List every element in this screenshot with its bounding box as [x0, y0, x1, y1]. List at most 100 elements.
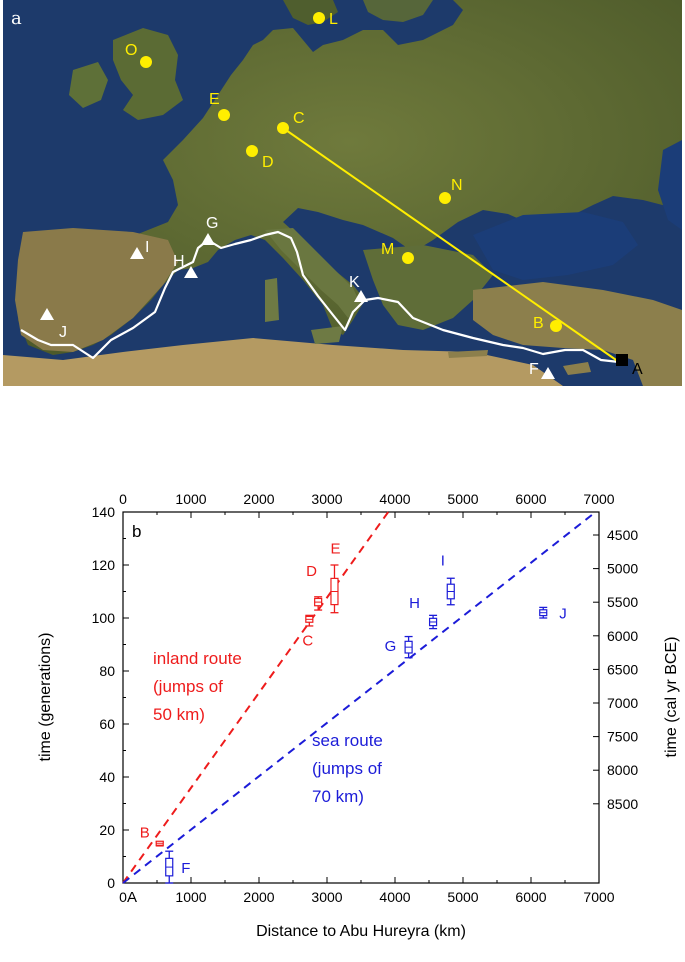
site-marker-circle [218, 109, 230, 121]
x-axis-bottom: 0 1000 2000 3000 4000 5000 6000 7000 [119, 877, 615, 905]
point-label: D [306, 563, 317, 580]
site-marker-square [616, 354, 628, 366]
site-label: M [381, 241, 394, 258]
point-label: F [181, 860, 190, 877]
x-tick-label: 2000 [243, 889, 274, 905]
site-label: A [632, 361, 643, 378]
sicily [311, 326, 343, 344]
inland-fit-line [122, 511, 390, 884]
site-label: E [209, 91, 220, 108]
point-label: J [559, 606, 567, 623]
map-site-K: K [349, 274, 368, 302]
y2-tick-label: 8500 [607, 796, 638, 812]
x-top-tick-label: 1000 [175, 491, 206, 507]
point-label: C [302, 632, 313, 649]
land-britain [113, 28, 183, 120]
site-marker-circle [277, 122, 289, 134]
map-site-G: G [201, 215, 218, 245]
y2-tick-label: 5000 [607, 561, 638, 577]
y-axis-left: 0 20 40 60 80 100 120 140 [92, 504, 129, 891]
site-marker-triangle [130, 247, 144, 259]
data-point-D: D [306, 563, 323, 611]
y-tick-label: 140 [92, 504, 116, 520]
black-sea [473, 212, 638, 280]
y2-tick-label: 7000 [607, 695, 638, 711]
site-marker-circle [550, 320, 562, 332]
y-tick-label: 20 [99, 822, 115, 838]
map-site-H: H [173, 253, 198, 278]
x-top-tick-label: 0 [119, 491, 127, 507]
site-marker-circle [402, 252, 414, 264]
data-point-F: F [165, 850, 190, 884]
y-tick-label: 40 [99, 769, 115, 785]
x-tick-label: 6000 [515, 889, 546, 905]
sea-route-line [20, 230, 620, 364]
site-label: L [329, 11, 338, 28]
land-ireland [69, 62, 108, 108]
map-site-F: F [529, 361, 555, 379]
site-label: I [145, 239, 149, 256]
map-panel-label: a [11, 8, 22, 29]
x-axis-top: 0 1000 2000 3000 4000 5000 6000 7000 [119, 491, 615, 518]
y-axis-title: time (generations) [37, 633, 54, 762]
data-point-I: I [441, 553, 455, 606]
data-point-E: E [330, 541, 340, 614]
crete [448, 350, 488, 358]
site-label: J [59, 324, 67, 341]
map-site-B: B [533, 315, 562, 332]
y2-tick-label: 4500 [607, 527, 638, 543]
y2-axis-title: time (cal yr BCE) [663, 637, 680, 758]
cyprus [563, 362, 591, 375]
x-top-tick-label: 4000 [379, 491, 410, 507]
site-label: H [173, 253, 185, 270]
sea-annotation-line2: (jumps of [312, 759, 382, 778]
x-tick-label: 0 [119, 889, 127, 905]
map-site-N: N [439, 177, 463, 204]
site-marker-circle [313, 12, 325, 24]
point-label: E [330, 541, 340, 558]
site-label: O [125, 42, 137, 59]
site-label: N [451, 177, 463, 194]
data-point-G: G [385, 635, 413, 659]
sardinia [265, 278, 279, 322]
x-top-tick-label: 3000 [311, 491, 342, 507]
inland-route-line [282, 127, 620, 363]
data-points: B C DE F G H I J [140, 541, 567, 884]
x-tick-label: 3000 [311, 889, 342, 905]
map-site-M: M [381, 241, 414, 264]
land-scandinavia-east [363, 0, 433, 22]
sea-annotation-line3: 70 km) [312, 787, 364, 806]
map-site-D: D [246, 145, 274, 171]
y-tick-label: 80 [99, 663, 115, 679]
map-site-C: C [277, 110, 305, 134]
x-top-tick-label: 7000 [583, 491, 614, 507]
point-label: B [140, 824, 150, 841]
x-top-tick-label: 2000 [243, 491, 274, 507]
site-marker-circle [246, 145, 258, 157]
inland-annotation-line3: 50 km) [153, 705, 205, 724]
land-italy [265, 228, 361, 318]
origin-label: A [127, 889, 137, 906]
point-label: I [441, 553, 445, 570]
site-marker-triangle [541, 367, 555, 379]
europe-map: a L O E C D N M B G I H K J F A [3, 0, 682, 386]
y2-tick-label: 8000 [607, 762, 638, 778]
data-point-C: C [302, 614, 314, 649]
y2-tick-label: 5500 [607, 594, 638, 610]
y2-tick-label: 7500 [607, 729, 638, 745]
x-tick-label: 5000 [447, 889, 478, 905]
site-marker-triangle [184, 266, 198, 278]
y2-tick-label: 6000 [607, 628, 638, 644]
land-balkans [363, 245, 493, 330]
x-top-tick-label: 5000 [447, 491, 478, 507]
map-site-O: O [125, 42, 152, 68]
site-label: G [206, 215, 218, 232]
y-tick-label: 0 [107, 875, 115, 891]
data-point-H: H [409, 595, 438, 630]
site-label: K [349, 274, 360, 291]
point-label: H [409, 595, 420, 612]
y-tick-label: 100 [92, 610, 116, 626]
map-site-J: J [40, 308, 67, 341]
series-lines [122, 511, 597, 884]
site-marker-circle [140, 56, 152, 68]
